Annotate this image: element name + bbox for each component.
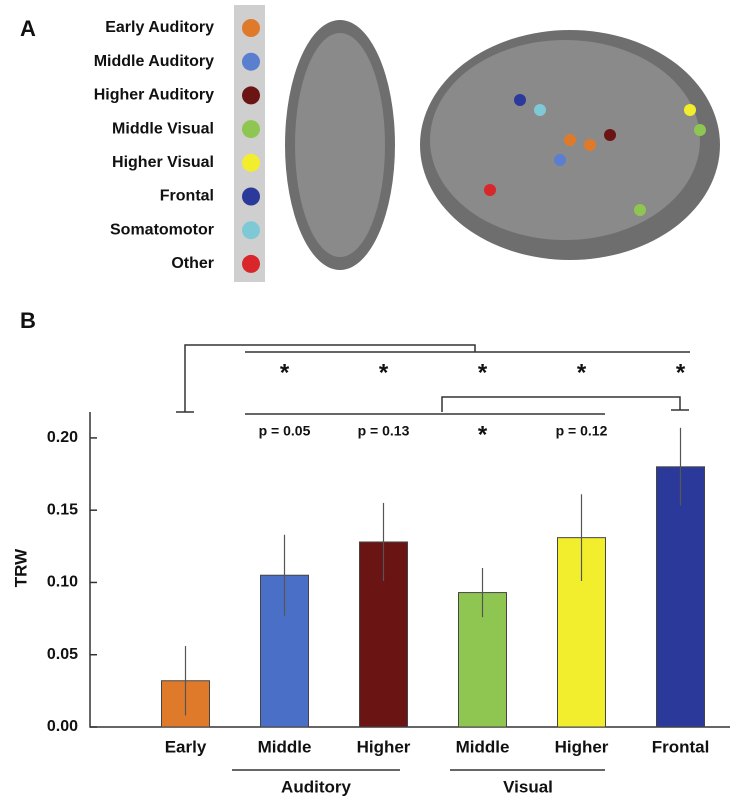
legend-dot — [242, 187, 260, 206]
significance-mark: * — [676, 359, 686, 386]
legend-dot — [242, 254, 260, 273]
y-tick-label: 0.15 — [47, 501, 78, 518]
significance-mark: * — [379, 359, 389, 386]
legend-dot — [242, 120, 260, 139]
significance-mark: * — [577, 359, 587, 386]
group-label: Auditory — [281, 777, 351, 796]
panel-label: A — [20, 16, 36, 41]
group-label: Visual — [503, 777, 553, 796]
legend-label: Other — [171, 255, 214, 272]
annotation: p = 0.13 — [358, 423, 410, 439]
brain-lateral — [420, 30, 720, 260]
x-tick-label: Middle — [258, 737, 312, 756]
significance-mark: * — [478, 359, 488, 386]
x-tick-label: Middle — [456, 737, 510, 756]
y-axis-label: TRW — [11, 548, 30, 587]
bar — [656, 466, 705, 728]
legend-dot — [242, 86, 260, 105]
y-tick-label: 0.00 — [47, 718, 78, 735]
legend-label: Higher Auditory — [94, 87, 214, 104]
x-tick-label: Higher — [555, 737, 609, 756]
legend-box — [234, 5, 265, 282]
legend-dot — [242, 153, 260, 172]
legend-dot — [242, 19, 260, 37]
y-tick-label: 0.05 — [47, 646, 78, 663]
panel-label: B — [20, 308, 36, 333]
y-tick-label: 0.10 — [47, 574, 78, 591]
legend-label: Higher Visual — [112, 154, 214, 171]
legend-dot — [242, 52, 260, 71]
legend-label: Middle Auditory — [94, 53, 214, 70]
x-tick-label: Early — [165, 737, 207, 756]
legend-dot — [242, 221, 260, 240]
significance-mark: * — [280, 359, 290, 386]
x-tick-label: Higher — [357, 737, 411, 756]
brain-medial — [285, 20, 395, 270]
legend-label: Somatomotor — [110, 221, 214, 238]
annotation: p = 0.05 — [259, 423, 311, 439]
annotation: p = 0.12 — [556, 423, 608, 439]
x-tick-label: Frontal — [652, 737, 710, 756]
annotation: * — [478, 421, 488, 448]
legend-label: Middle Visual — [112, 120, 214, 137]
y-tick-label: 0.20 — [47, 429, 78, 446]
brackets — [176, 344, 690, 415]
legend-label: Early Auditory — [105, 19, 214, 36]
legend-label: Frontal — [160, 188, 214, 205]
